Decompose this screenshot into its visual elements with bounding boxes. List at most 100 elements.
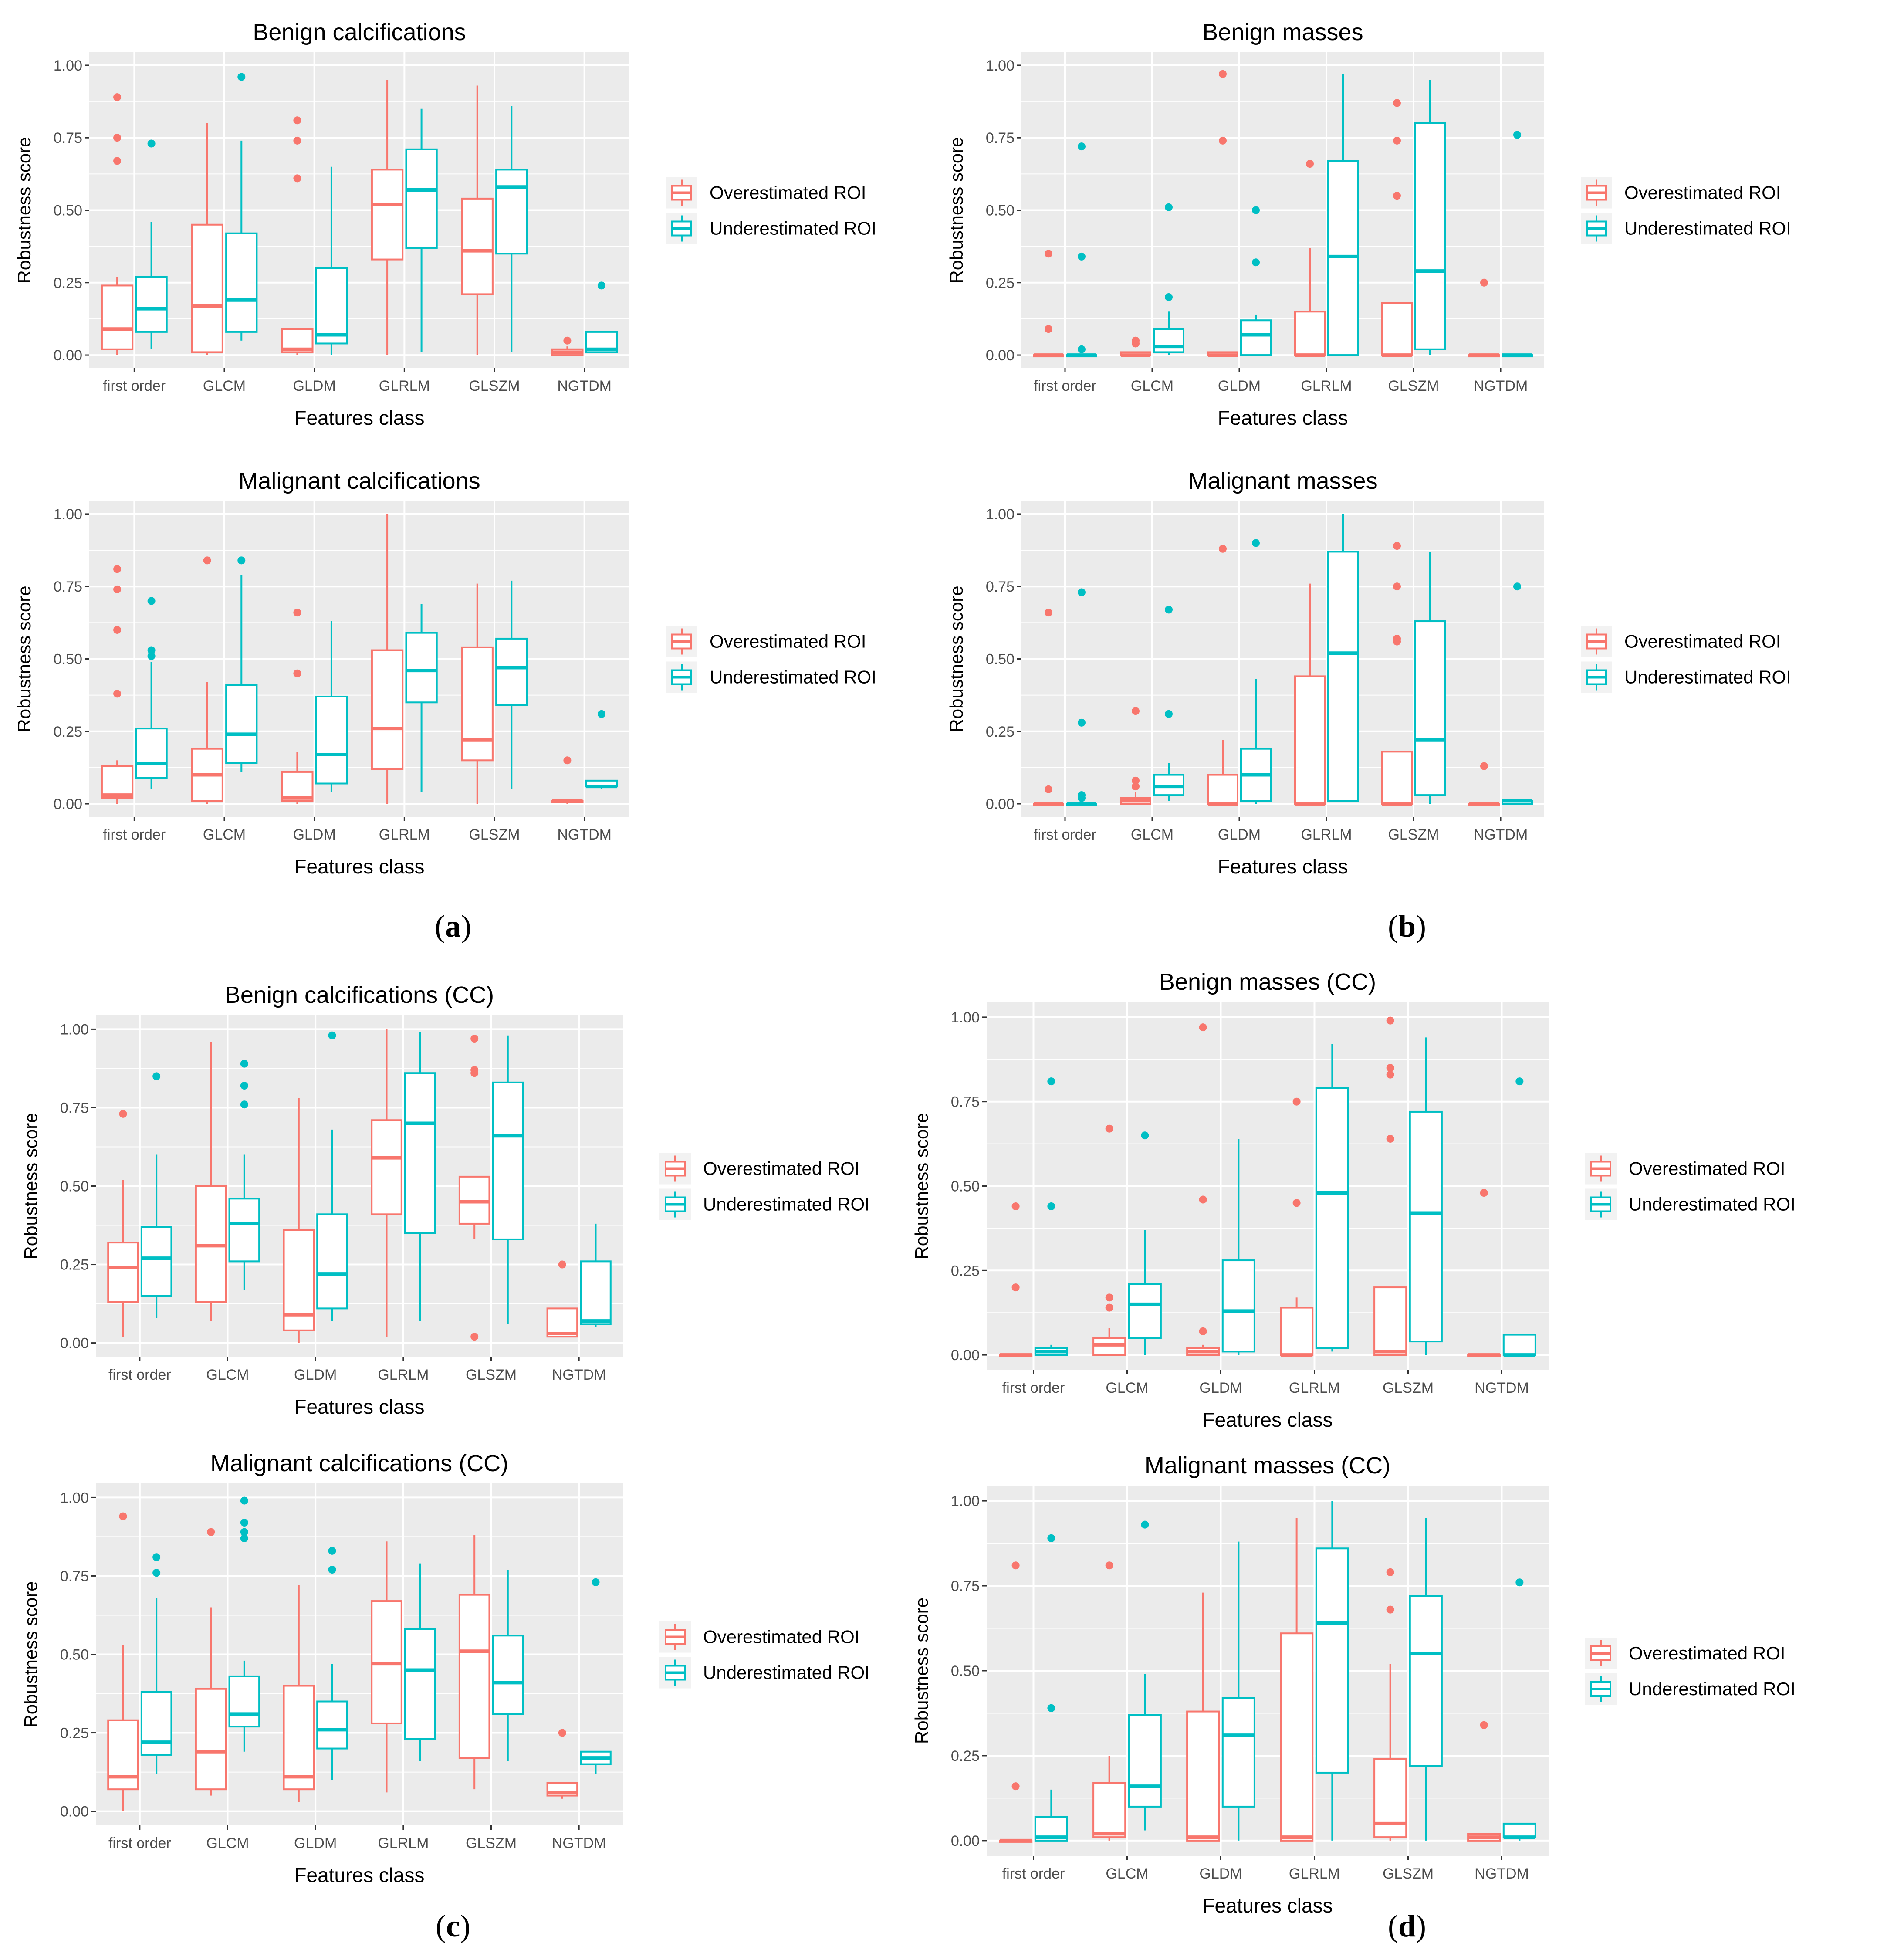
y-tick-label: 0.75	[986, 130, 1015, 146]
series-overestimated	[101, 80, 584, 356]
outlier-point	[240, 1100, 248, 1109]
box	[195, 1688, 227, 1791]
outlier-point	[1199, 1195, 1207, 1204]
y-tick-label: 0.00	[951, 1833, 980, 1849]
box	[1381, 302, 1413, 356]
series-overestimated	[999, 1016, 1501, 1357]
outlier-point	[240, 1528, 248, 1536]
x-tick-label: first order	[103, 378, 166, 394]
outlier-point	[1513, 131, 1521, 139]
x-tick-label: GLDM	[294, 1367, 337, 1383]
x-tick-label: GLCM	[206, 1835, 249, 1852]
x-tick-label: GLSZM	[1388, 826, 1439, 843]
outlier-point	[1480, 1189, 1488, 1197]
outlier-point	[113, 93, 122, 102]
y-axis-label: Robustness score	[20, 1581, 41, 1727]
box	[1240, 319, 1272, 356]
box	[1221, 1697, 1255, 1808]
series-overestimated	[107, 1029, 578, 1343]
outlier-point	[1165, 710, 1173, 718]
chart-malignant-calc-cc: 0.00 0.25 0.50 0.75 1.00 first order GLCM GLDM G…	[20, 1450, 870, 1886]
box	[405, 148, 438, 249]
x-tick-label: GLCM	[206, 1367, 249, 1383]
box	[228, 1675, 260, 1728]
box	[1315, 1087, 1349, 1349]
outlier-point	[1480, 1721, 1488, 1729]
y-tick-label: 0.00	[54, 796, 82, 812]
outlier-point	[1105, 1561, 1113, 1570]
outlier-point	[293, 669, 301, 677]
x-tick-label: GLRLM	[1301, 826, 1352, 843]
y-tick-label: 0.00	[54, 347, 82, 364]
box	[405, 632, 438, 704]
box	[1315, 1547, 1349, 1774]
x-tick-label: GLDM	[294, 1835, 337, 1852]
outlier-point	[293, 609, 301, 617]
series-overestimated	[101, 514, 584, 804]
y-tick-label: 0.25	[951, 1748, 980, 1764]
y-tick-label: 1.00	[54, 58, 82, 74]
y-tick-label: 0.00	[986, 347, 1015, 364]
outlier-point	[1045, 609, 1052, 617]
legend-label: Underestimated ROI	[703, 1662, 870, 1683]
x-tick-label: first order	[108, 1835, 171, 1852]
outlier-point	[1045, 785, 1052, 793]
y-tick-label: 1.00	[986, 506, 1015, 523]
outlier-point	[240, 1060, 248, 1068]
outlier-point	[1219, 545, 1227, 553]
y-tick-label: 1.00	[951, 1009, 980, 1026]
box	[1221, 1259, 1255, 1353]
outlier-point	[152, 1569, 161, 1577]
outlier-point	[1513, 582, 1521, 591]
y-tick-label: 0.50	[951, 1178, 980, 1195]
outlier-point	[1047, 1534, 1055, 1542]
outlier-point	[1393, 634, 1401, 643]
x-tick-label: NGTDM	[557, 826, 612, 843]
box	[1502, 1822, 1536, 1838]
box	[191, 223, 223, 353]
outlier-point	[597, 710, 605, 718]
x-tick-label: GLRLM	[1301, 378, 1352, 394]
x-tick-label: NGTDM	[1475, 1380, 1529, 1396]
outlier-point	[563, 756, 572, 765]
box	[1409, 1110, 1443, 1343]
outlier-point	[1386, 1070, 1394, 1079]
x-tick-label: GLRLM	[1289, 1865, 1340, 1882]
series-underestimated	[1066, 514, 1533, 806]
x-axis-label: Features class	[1202, 1894, 1333, 1917]
outlier-point	[1011, 1561, 1020, 1570]
box	[1414, 122, 1446, 350]
legend: Overestimated ROI Underestimated ROI	[1581, 177, 1791, 244]
outlier-point	[597, 281, 605, 290]
x-tick-label: GLCM	[203, 378, 246, 394]
box	[1128, 1714, 1162, 1808]
box	[580, 1260, 612, 1325]
box	[140, 1691, 172, 1756]
y-tick-label: 0.50	[951, 1663, 980, 1679]
x-tick-label: first order	[1002, 1865, 1065, 1882]
series-overestimated	[999, 1518, 1501, 1843]
box	[1294, 311, 1326, 356]
outlier-point	[1165, 606, 1173, 614]
outlier-point	[1132, 782, 1140, 791]
x-tick-label: NGTDM	[557, 378, 612, 394]
outlier-point	[1386, 1134, 1394, 1143]
series-underestimated	[135, 73, 618, 355]
x-tick-label: GLCM	[1106, 1380, 1148, 1396]
outlier-point	[1165, 203, 1173, 211]
outlier-point	[147, 652, 156, 660]
outlier-point	[1011, 1202, 1020, 1211]
x-tick-label: GLSZM	[466, 1835, 517, 1852]
legend: Overestimated ROI Underestimated ROI	[1581, 626, 1791, 693]
legend: Overestimated ROI Underestimated ROI	[659, 1153, 870, 1220]
box	[101, 765, 134, 799]
x-tick-label: NGTDM	[1474, 826, 1528, 843]
panel-label-a: (a)	[435, 909, 471, 944]
y-axis-label: Robustness score	[14, 586, 34, 732]
outlier-point	[1078, 345, 1086, 353]
legend-label: Overestimated ROI	[710, 183, 866, 203]
outlier-point	[203, 556, 211, 565]
x-tick-label: NGTDM	[1475, 1865, 1529, 1882]
chart-benign-masses-cc: 0.00 0.25 0.50 0.75 1.00 first order GLCM GLDM G…	[911, 969, 1796, 1431]
outlier-point	[1480, 278, 1488, 287]
